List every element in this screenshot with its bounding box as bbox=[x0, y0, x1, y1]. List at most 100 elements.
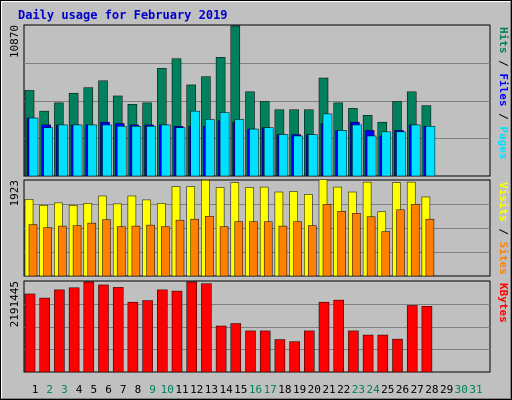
legend-kbytes: KBytes bbox=[497, 283, 510, 323]
bar-pages-day-12 bbox=[190, 110, 200, 177]
bar-kbytes-day-8 bbox=[127, 301, 139, 373]
bar-sites-day-26 bbox=[396, 209, 405, 277]
bar-sites-day-19 bbox=[293, 221, 302, 277]
x-tick-label-day-3: 3 bbox=[61, 383, 68, 396]
bar-pages-day-6 bbox=[102, 124, 112, 177]
bar-pages-day-19 bbox=[293, 135, 303, 177]
x-tick-label-day-25: 25 bbox=[381, 383, 394, 396]
bar-pages-day-7 bbox=[116, 126, 127, 177]
bar-sites-day-15 bbox=[234, 221, 244, 277]
x-tick-label-day-28: 28 bbox=[425, 383, 438, 396]
bar-pages-day-14 bbox=[219, 112, 230, 177]
bar-sites-day-16 bbox=[249, 221, 258, 277]
x-tick-label-day-7: 7 bbox=[120, 383, 127, 396]
bar-sites-day-25 bbox=[381, 231, 391, 277]
legend-pages: Pages bbox=[497, 126, 510, 159]
x-tick-label-day-18: 18 bbox=[278, 383, 291, 396]
bar-sites-day-17 bbox=[263, 221, 273, 277]
bar-pages-day-4 bbox=[72, 124, 83, 177]
bar-kbytes-day-17 bbox=[259, 330, 271, 373]
bar-sites-day-11 bbox=[175, 219, 185, 277]
bar-sites-day-10 bbox=[161, 226, 170, 277]
bar-sites-day-28 bbox=[425, 218, 435, 277]
bar-kbytes-day-19 bbox=[289, 341, 300, 373]
bar-kbytes-day-7 bbox=[112, 287, 124, 373]
bar-kbytes-day-28 bbox=[421, 306, 433, 373]
bar-kbytes-day-5 bbox=[83, 281, 95, 373]
bar-pages-day-1 bbox=[28, 117, 39, 177]
bar-sites-day-1 bbox=[28, 224, 38, 277]
x-tick-label-day-6: 6 bbox=[105, 383, 112, 396]
bar-pages-day-10 bbox=[161, 124, 171, 177]
bar-pages-day-13 bbox=[205, 119, 215, 177]
bar-sites-day-24 bbox=[366, 216, 376, 277]
bar-pages-day-9 bbox=[146, 126, 156, 177]
tick-label-max: 1923 bbox=[8, 180, 21, 207]
x-tick-label-day-11: 11 bbox=[175, 383, 188, 396]
bar-sites-day-21 bbox=[322, 204, 332, 277]
bar-pages-day-11 bbox=[175, 127, 186, 177]
bar-kbytes-day-10 bbox=[157, 289, 168, 373]
x-tick-label-day-20: 20 bbox=[308, 383, 321, 396]
bar-pages-day-2 bbox=[43, 127, 53, 177]
bar-sites-day-9 bbox=[146, 224, 155, 277]
bar-pages-day-20 bbox=[308, 134, 318, 177]
bar-kbytes-day-6 bbox=[98, 284, 109, 373]
bar-sites-day-6 bbox=[102, 219, 111, 277]
bar-sites-day-12 bbox=[190, 218, 199, 277]
x-tick-label-day-21: 21 bbox=[322, 383, 335, 396]
bar-sites-day-4 bbox=[72, 225, 82, 277]
bar-pages-day-8 bbox=[131, 126, 142, 177]
bar-kbytes-day-23 bbox=[348, 330, 359, 373]
bar-kbytes-day-27 bbox=[406, 305, 418, 373]
bar-pages-day-15 bbox=[234, 119, 245, 177]
bar-sites-day-20 bbox=[308, 225, 317, 277]
bar-sites-day-5 bbox=[87, 222, 97, 277]
legend-label-visits-sites: Visits / Sites bbox=[497, 182, 510, 275]
bar-sites-day-7 bbox=[116, 226, 126, 277]
bar-pages-day-22 bbox=[337, 130, 347, 177]
x-tick-label-day-12: 12 bbox=[190, 383, 203, 396]
x-tick-label-day-10: 10 bbox=[161, 383, 174, 396]
bar-kbytes-day-26 bbox=[392, 338, 403, 373]
bar-sites-day-27 bbox=[410, 204, 420, 277]
bar-sites-day-18 bbox=[278, 225, 288, 277]
legend-hits: Hits bbox=[497, 27, 510, 54]
bar-kbytes-day-14 bbox=[215, 325, 227, 373]
bar-pages-day-3 bbox=[58, 124, 68, 177]
bar-pages-day-21 bbox=[322, 113, 333, 177]
x-tick-label-day-15: 15 bbox=[234, 383, 247, 396]
x-tick-label-day-2: 2 bbox=[46, 383, 53, 396]
legend-files: Files bbox=[497, 73, 510, 106]
bar-kbytes-day-22 bbox=[333, 299, 344, 373]
bar-kbytes-day-21 bbox=[318, 301, 330, 373]
legend-sites: Sites bbox=[497, 242, 510, 275]
bar-pages-day-16 bbox=[249, 128, 259, 177]
bar-pages-day-28 bbox=[425, 126, 436, 177]
tick-label-max: 10870 bbox=[8, 25, 21, 58]
bar-kbytes-day-1 bbox=[24, 293, 36, 373]
x-tick-label-day-17: 17 bbox=[264, 383, 277, 396]
bar-kbytes-day-16 bbox=[245, 330, 256, 373]
bar-sites-day-2 bbox=[43, 227, 52, 277]
bar-pages-day-18 bbox=[278, 134, 289, 177]
bar-kbytes-day-13 bbox=[201, 283, 212, 373]
bar-pages-day-27 bbox=[410, 124, 421, 177]
bar-kbytes-day-25 bbox=[377, 334, 389, 373]
x-tick-label-day-26: 26 bbox=[396, 383, 409, 396]
legend-label-kbytes: KBytes bbox=[497, 283, 510, 323]
bar-kbytes-day-2 bbox=[39, 297, 50, 373]
bar-sites-day-23 bbox=[352, 213, 361, 277]
x-tick-label-day-27: 27 bbox=[411, 383, 424, 396]
graph-title: Daily usage for February 2019 bbox=[18, 8, 228, 22]
x-tick-label-day-31: 31 bbox=[469, 383, 482, 396]
bar-pages-day-5 bbox=[87, 124, 98, 177]
bar-pages-day-23 bbox=[352, 124, 362, 177]
bar-kbytes-day-18 bbox=[274, 339, 286, 373]
bar-pages-day-17 bbox=[263, 127, 274, 177]
bar-kbytes-day-20 bbox=[304, 330, 315, 373]
legend-label-hits-files-pages: Hits / Files / Pages bbox=[497, 27, 510, 160]
bar-kbytes-day-24 bbox=[362, 334, 374, 373]
